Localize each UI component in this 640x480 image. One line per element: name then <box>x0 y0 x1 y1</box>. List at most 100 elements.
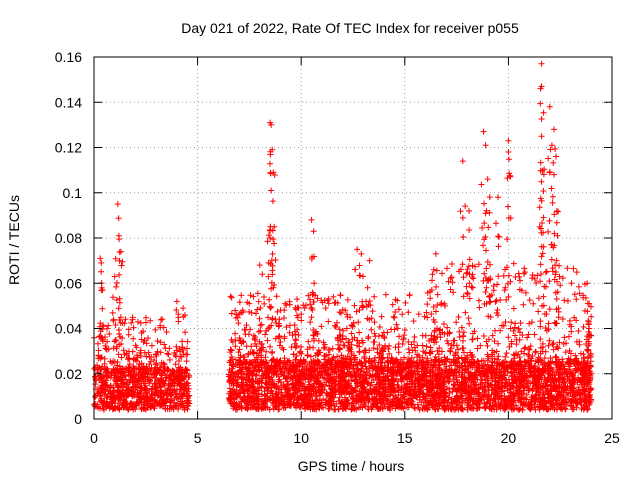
data-point <box>261 391 268 398</box>
data-point <box>348 394 355 401</box>
data-point <box>395 306 402 313</box>
data-point <box>464 352 471 359</box>
data-point <box>391 326 398 333</box>
data-point <box>161 382 168 389</box>
data-point <box>108 393 115 400</box>
data-point <box>136 361 143 368</box>
data-point <box>490 287 497 294</box>
data-point <box>398 400 405 407</box>
data-point <box>230 395 237 402</box>
data-point <box>551 319 558 326</box>
data-point <box>115 383 122 390</box>
data-point <box>389 355 396 362</box>
data-point <box>443 265 450 272</box>
data-point <box>250 293 257 300</box>
data-point <box>137 349 144 356</box>
data-point <box>542 383 549 390</box>
data-point <box>340 362 347 369</box>
data-point <box>439 382 446 389</box>
data-point <box>570 381 577 388</box>
data-point <box>488 406 495 413</box>
data-point <box>111 372 118 379</box>
data-point <box>459 261 466 268</box>
data-point <box>234 394 241 401</box>
data-point <box>115 351 122 358</box>
data-point <box>481 373 488 380</box>
data-point <box>500 272 507 279</box>
data-point <box>170 404 177 411</box>
data-point <box>421 313 428 320</box>
data-point <box>568 280 575 287</box>
data-point <box>378 313 385 320</box>
data-point <box>96 389 103 396</box>
data-point <box>405 356 412 363</box>
data-point <box>510 328 517 335</box>
data-point <box>338 374 345 381</box>
data-point <box>247 292 254 299</box>
data-point <box>406 349 413 356</box>
data-point <box>424 355 431 362</box>
data-point <box>511 355 518 362</box>
data-point <box>515 406 522 413</box>
data-point <box>549 395 556 402</box>
data-point <box>138 329 145 336</box>
data-point <box>227 375 234 382</box>
data-point <box>331 322 338 329</box>
data-point <box>484 342 491 349</box>
data-point <box>547 405 554 412</box>
data-point <box>581 354 588 361</box>
data-point <box>481 300 488 307</box>
data-point <box>453 319 460 326</box>
data-point <box>585 391 592 398</box>
data-point <box>291 340 298 347</box>
data-point <box>240 394 247 401</box>
data-point <box>547 372 554 379</box>
data-point <box>530 300 537 307</box>
data-point <box>550 384 557 391</box>
data-point <box>140 370 147 377</box>
data-point <box>389 363 396 370</box>
data-point <box>337 291 344 298</box>
data-point <box>147 404 154 411</box>
data-point <box>535 308 542 315</box>
data-point <box>480 332 487 339</box>
data-point <box>247 369 254 376</box>
data-point <box>564 265 571 272</box>
data-point <box>321 375 328 382</box>
data-point <box>102 369 109 376</box>
data-point <box>383 397 390 404</box>
data-point <box>361 396 368 403</box>
data-point <box>453 404 460 411</box>
data-point <box>230 361 237 368</box>
data-point <box>542 269 549 276</box>
data-point <box>433 356 440 363</box>
data-point <box>177 375 184 382</box>
data-point <box>510 305 517 312</box>
data-point <box>455 314 462 321</box>
data-point <box>497 297 504 304</box>
data-point <box>495 378 502 385</box>
data-point <box>486 299 493 306</box>
data-point <box>404 381 411 388</box>
data-point <box>351 302 358 309</box>
data-point <box>169 380 176 387</box>
data-point <box>260 294 267 301</box>
data-point <box>295 378 302 385</box>
data-point <box>307 375 314 382</box>
data-point <box>458 362 465 369</box>
data-point <box>393 321 400 328</box>
data-point <box>114 404 121 411</box>
data-point <box>267 389 274 396</box>
data-point <box>232 314 239 321</box>
data-point <box>383 398 390 405</box>
data-point <box>170 406 177 413</box>
data-point <box>125 331 132 338</box>
data-point <box>501 371 508 378</box>
data-point <box>573 269 580 276</box>
data-point <box>502 404 509 411</box>
data-point <box>298 396 305 403</box>
data-point <box>493 348 500 355</box>
data-point <box>533 280 540 287</box>
data-point <box>391 314 398 321</box>
data-point <box>145 335 151 342</box>
